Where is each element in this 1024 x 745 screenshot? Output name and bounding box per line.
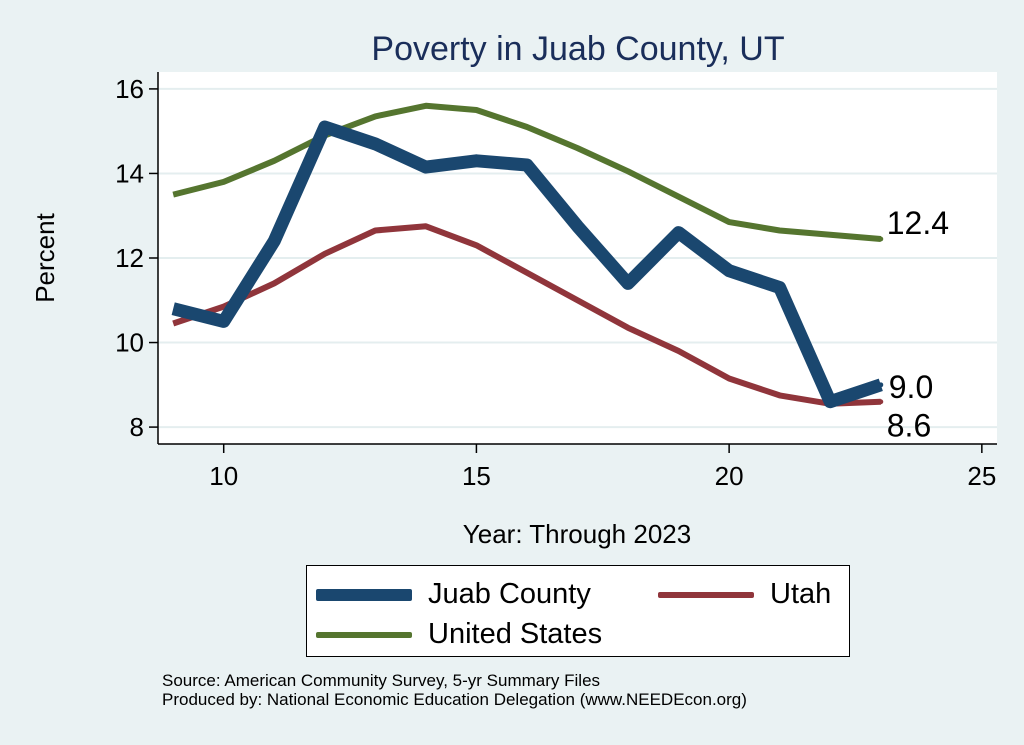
x-tick-label-20: 20 <box>715 461 744 491</box>
y-tick-label-14: 14 <box>115 158 144 188</box>
legend-label-juab-county: Juab County <box>428 578 591 610</box>
source-line: Source: American Community Survey, 5-yr … <box>162 671 601 690</box>
legend-label-united-states: United States <box>428 618 603 650</box>
y-tick-label-10: 10 <box>115 328 144 358</box>
series-layer <box>171 102 883 409</box>
y-tick-label-8: 8 <box>130 412 144 442</box>
axis-layer: 8 10 12 14 16 10 15 20 25 <box>115 72 997 491</box>
x-tick-label-10: 10 <box>209 461 238 491</box>
source-note: Source: American Community Survey, 5-yr … <box>162 671 747 709</box>
legend-item-juab-county: Juab County <box>316 578 591 611</box>
x-tick-label-15: 15 <box>462 461 491 491</box>
series-line-united-states <box>172 102 882 242</box>
end-label-united-states: 12.4 <box>887 205 949 241</box>
legend-item-united-states: United States <box>316 618 602 651</box>
legend: Juab County Utah United States <box>306 565 850 657</box>
end-marker-utah <box>878 399 884 405</box>
legend-swatch-united-states <box>316 631 412 638</box>
series-line-utah <box>172 223 881 407</box>
grid-layer <box>158 87 997 429</box>
x-axis-label: Year: Through 2023 <box>463 519 691 549</box>
end-marker-juab-county <box>878 382 884 388</box>
end-label-juab-county: 9.0 <box>889 369 933 405</box>
y-axis-label: Percent <box>30 212 60 302</box>
producer-line: Produced by: National Economic Education… <box>162 690 747 709</box>
y-tick-label-12: 12 <box>115 243 144 273</box>
end-label-utah: 8.6 <box>887 408 931 444</box>
end-marker-united-states <box>878 236 884 242</box>
x-tick-label-25: 25 <box>967 461 996 491</box>
label-layer: 9.08.6 12.4 <box>878 205 949 444</box>
legend-swatch-utah <box>658 591 754 598</box>
legend-swatch-juab-county <box>316 588 412 601</box>
legend-label-utah: Utah <box>770 578 832 610</box>
series-line-juab-county <box>171 120 883 409</box>
y-tick-label-16: 16 <box>115 74 144 104</box>
chart-title: Poverty in Juab County, UT <box>371 30 784 68</box>
legend-item-utah: Utah <box>658 578 831 611</box>
